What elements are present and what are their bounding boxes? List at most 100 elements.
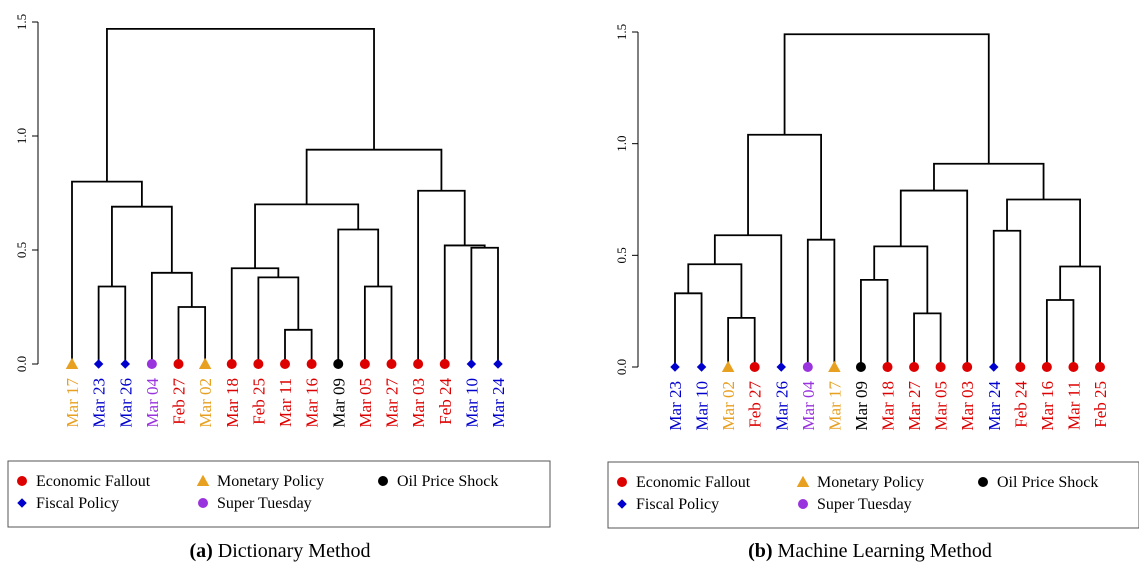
leaf-marker [359,359,370,369]
leaf-marker [386,359,397,369]
leaf-label: Mar 11 [1064,381,1083,430]
leaf-marker [1015,362,1026,372]
leaf-label: Mar 18 [879,381,898,431]
leaf-label: Mar 04 [799,381,818,431]
legend-entry-label: Oil Price Shock [997,474,1098,491]
dendrogram-link [674,292,703,367]
y-tick-label: 0.0 [14,356,29,372]
leaf-label: Mar 09 [329,378,348,428]
legend-entry-label: Economic Fallout [36,473,151,490]
leaf-marker [989,362,999,372]
dendrogram-link [747,133,822,240]
leaf-marker [439,359,450,369]
dendrogram-link [106,27,375,182]
y-tick-label: 0.0 [614,359,629,375]
legend-entry-label: Fiscal Policy [36,495,119,512]
leaf-marker [120,359,130,369]
leaf-marker [776,362,786,372]
dendrogram-link [230,267,280,364]
dendrogram-link [1006,198,1081,267]
leaf-marker [466,359,477,369]
dendrogram-link [305,148,443,205]
leaf-marker [935,362,946,372]
y-tick-label: 1.5 [614,24,629,40]
leaf-label: Mar 11 [276,378,295,427]
leaf-marker [146,359,157,369]
leaf-marker [721,360,735,372]
dendrogram-link [783,33,990,164]
leaf-marker [173,359,184,369]
leaf-marker [333,359,344,369]
leaf-label: Mar 02 [719,381,738,431]
leaf-label: Feb 24 [1011,381,1030,428]
leaf-label: Mar 05 [356,378,375,428]
dendrogram-link [860,279,889,367]
dendrogram-link [284,328,313,364]
leaf-marker [828,360,841,372]
leaf-label: Mar 03 [409,378,428,428]
subfigure-caption: (b) Machine Learning Method [748,540,992,562]
dendrogram-link [417,189,466,364]
leaf-label: Mar 24 [985,381,1004,431]
dendrogram-link [97,285,127,364]
y-tick-label: 0.5 [614,247,629,263]
dendrogram-link [687,263,743,318]
legend-marker [798,499,808,509]
leaf-marker [670,362,680,372]
legend-marker [17,498,27,508]
leaf-marker [1041,362,1052,372]
leaf-marker [306,359,317,369]
leaf-label: Mar 26 [772,381,791,431]
dendrogram-link [713,234,783,367]
dendrogram-link [913,312,942,367]
dendrogram-link [71,180,143,364]
legend-entry-label: Fiscal Policy [636,496,719,513]
dendrogram-link [470,246,499,364]
legend-marker [196,474,210,486]
leaf-label: Mar 26 [116,378,135,428]
dendrogram-link [177,306,207,364]
leaf-label: Feb 24 [436,378,455,425]
leaf-label: Mar 27 [905,381,924,431]
leaf-marker [1095,362,1105,372]
leaf-label: Mar 10 [462,378,481,428]
leaf-label: Mar 10 [693,381,712,431]
legend-marker [617,499,627,509]
y-tick-label: 0.5 [14,242,29,258]
leaf-label: Mar 09 [852,381,871,431]
leaf-marker [855,362,866,372]
leaf-label: Mar 18 [223,378,242,428]
legend-entry-label: Super Tuesday [217,495,312,512]
leaf-marker [253,359,264,369]
dendrogram-link [337,228,380,364]
dendrogram-link [257,276,300,364]
leaf-label: Feb 27 [746,381,765,428]
leaf-label: Mar 05 [932,381,951,431]
dendrogram-link [254,203,360,269]
leaf-label: Feb 27 [170,378,189,425]
legend-marker [17,476,27,486]
dendrogram-link [727,316,756,367]
caption-tag: (b) [748,540,777,562]
legend-marker [617,477,627,487]
legend-entry-label: Oil Price Shock [397,473,498,490]
legend-box [607,461,1139,529]
leaf-marker [413,359,424,369]
legend-entry-label: Super Tuesday [817,496,912,513]
leaf-label: Mar 02 [196,378,215,428]
leaf-label: Feb 25 [1091,381,1110,428]
legend-entry-label: Monetary Policy [217,473,324,490]
leaf-label: Mar 24 [489,378,508,428]
leaf-label: Mar 04 [143,378,162,428]
dendrogram-link [111,205,173,287]
caption-tag: (a) [189,540,217,562]
y-tick-label: 1.5 [14,14,29,30]
dendrogram-link [1059,265,1101,367]
legend-marker [198,498,208,508]
leaf-marker [909,362,920,372]
dendrogram-link [363,285,393,364]
legend: Economic Fallout Monetary Policy Oil Price… [7,460,551,528]
leaf-marker [280,359,290,369]
leaf-marker [749,362,760,372]
leaf-marker [493,359,503,369]
